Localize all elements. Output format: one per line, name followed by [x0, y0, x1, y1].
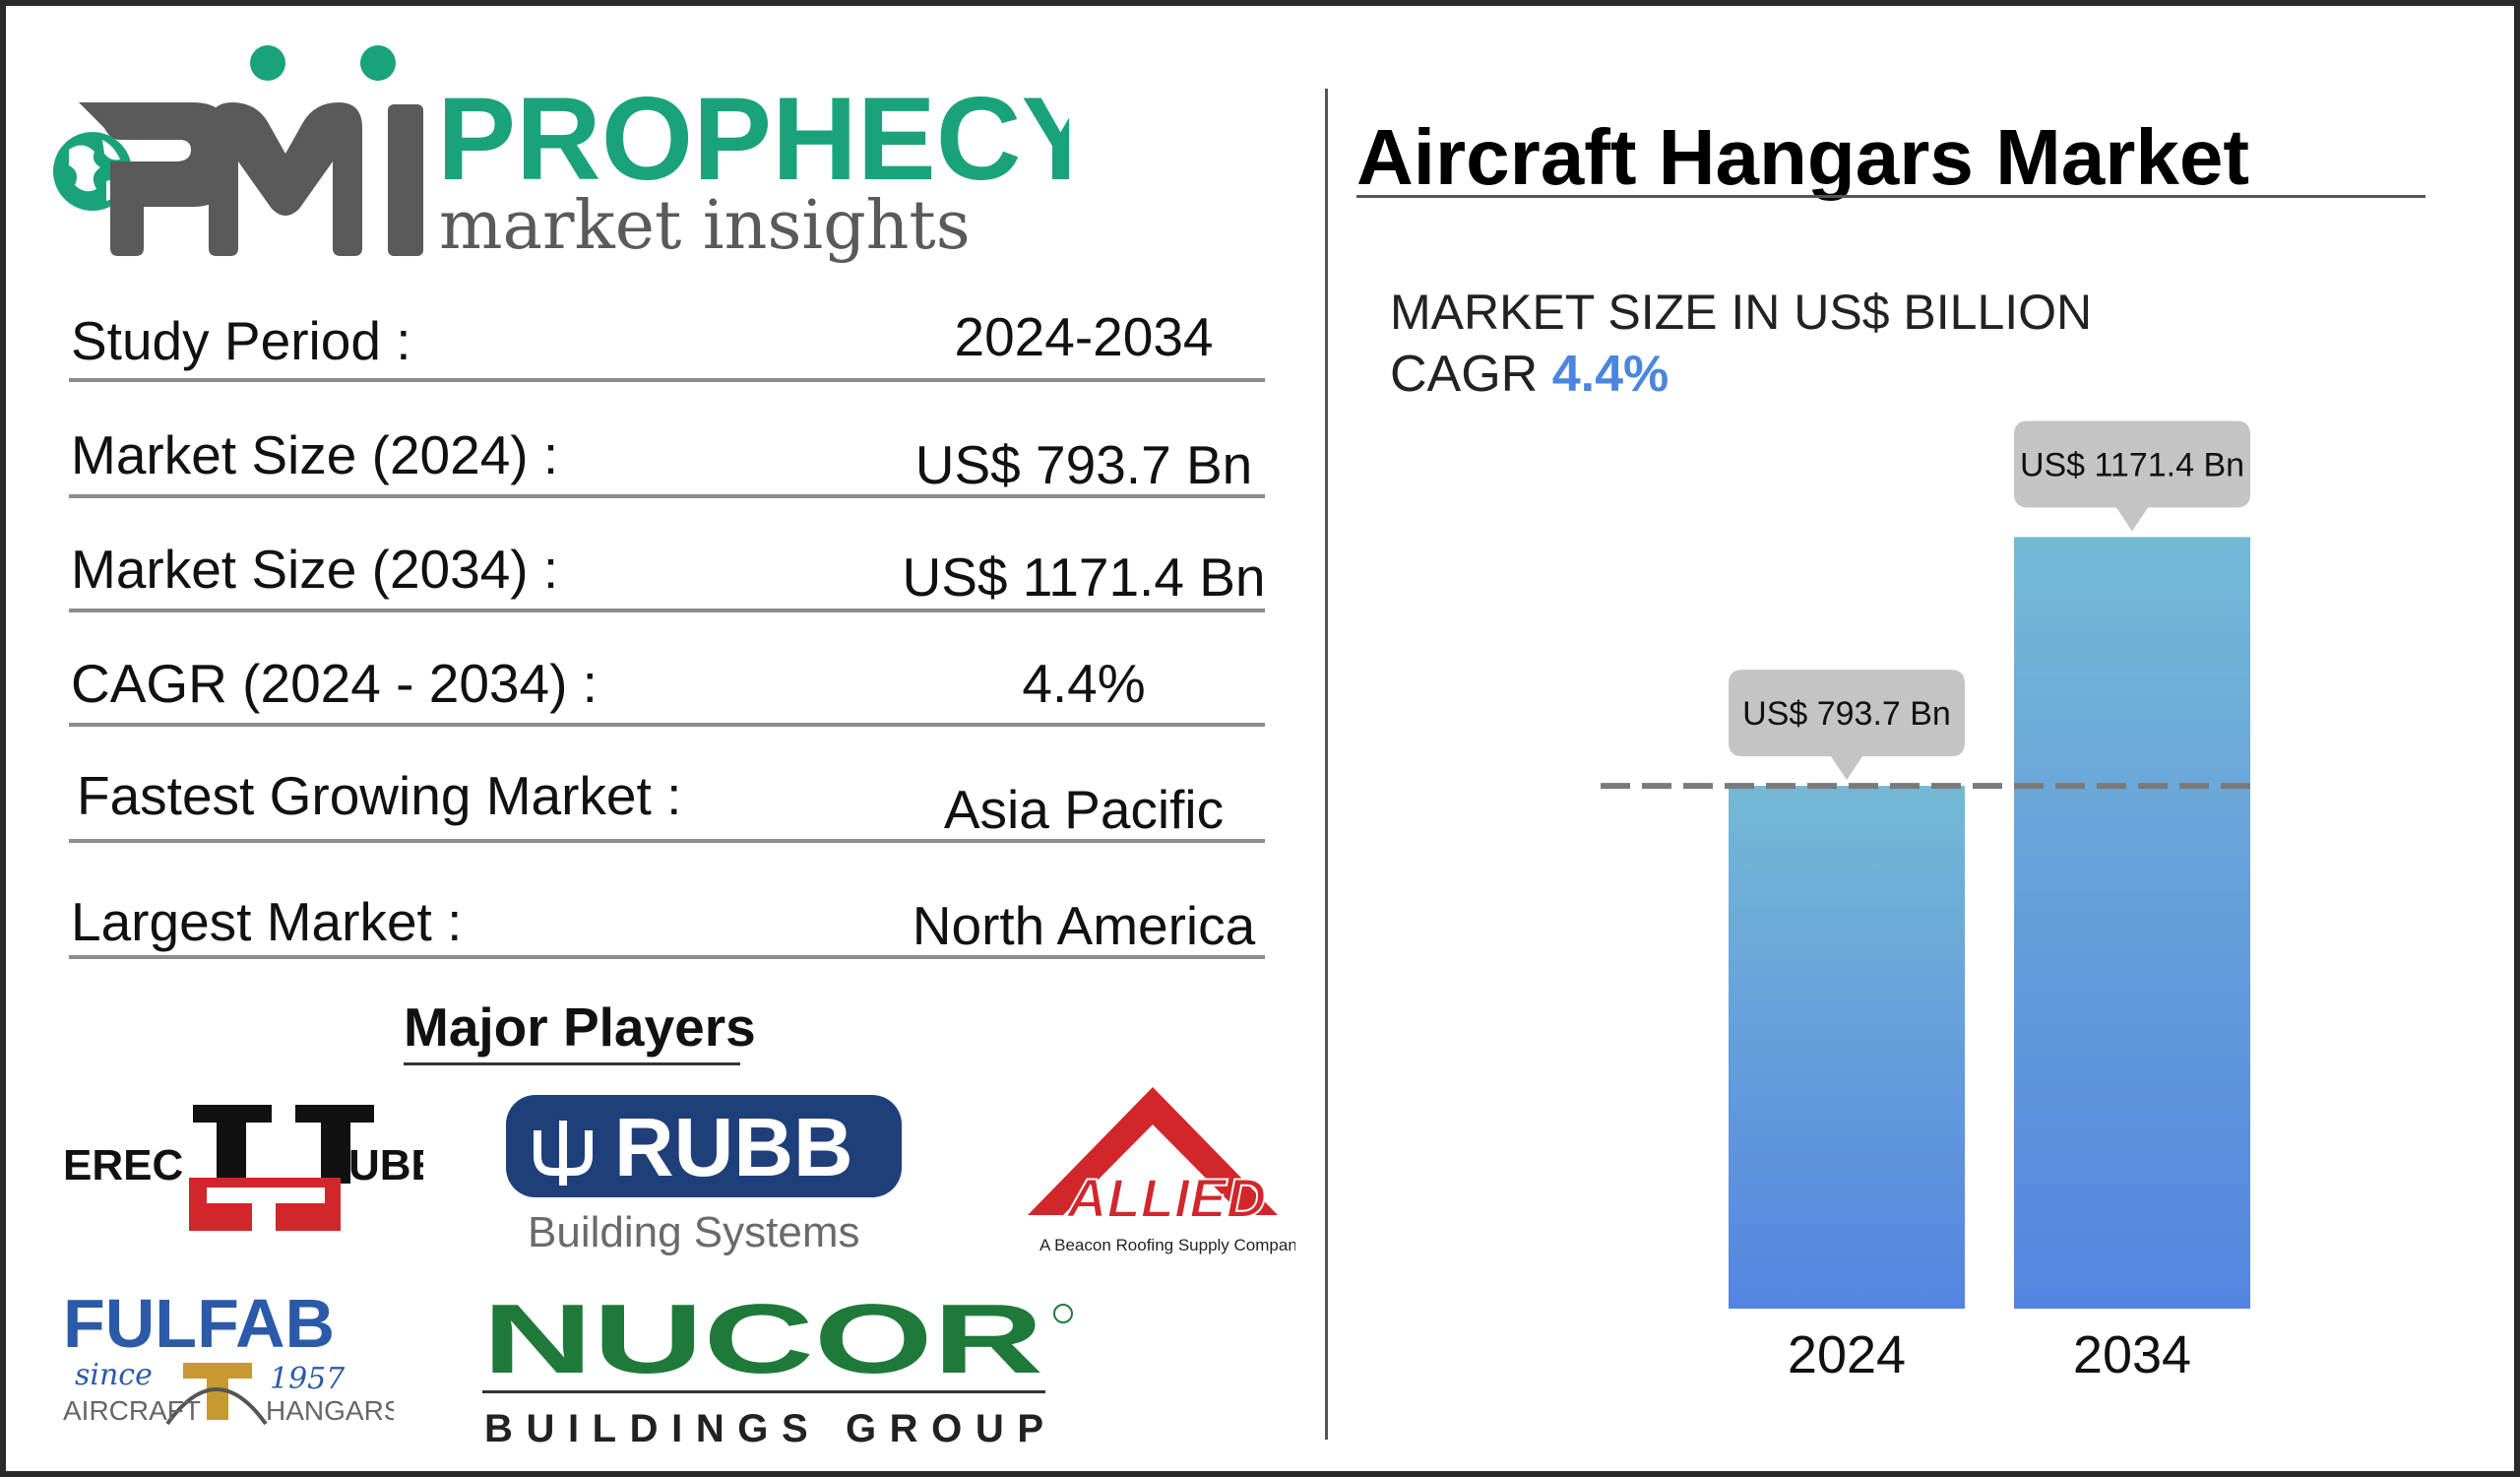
stat-value-study-period: 2024-2034 — [954, 306, 1214, 367]
stat-value-cagr: 4.4% — [1022, 653, 1146, 714]
rubb-logo: RUBB Building Systems — [506, 1095, 902, 1256]
data-label-bubble-2024 — [1729, 670, 1965, 781]
rubb-subtext: Building Systems — [528, 1208, 859, 1256]
fulfab-subtext-right: HANGARS — [266, 1395, 394, 1426]
stat-label-study-period: Study Period : — [71, 310, 411, 371]
chart-subtitle: MARKET SIZE IN US$ BILLION — [1390, 285, 2093, 340]
allied-logo: ALLIED A Beacon Roofing Supply Company — [1028, 1087, 1295, 1254]
erectatube-text-right: UBE — [348, 1141, 423, 1189]
stat-divider — [69, 723, 1265, 727]
vertical-divider — [1325, 89, 1328, 1440]
rubb-text: RUBB — [614, 1101, 853, 1193]
x-tick-label-2034: 2034 — [2073, 1325, 2191, 1384]
nucor-text: NUCOR — [482, 1296, 1043, 1394]
monogram-dot-2 — [360, 45, 396, 81]
chart-title-underline — [1356, 195, 2426, 198]
major-players-underline — [404, 1062, 740, 1065]
chart-cagr-label: CAGR — [1390, 346, 1539, 403]
stat-divider — [69, 955, 1265, 959]
fulfab-since: since — [75, 1358, 153, 1392]
trident-icon — [534, 1121, 593, 1186]
stat-value-fastest-growing: Asia Pacific — [943, 779, 1225, 840]
nucor-subtext: BUILDINGS GROUP — [484, 1407, 1043, 1450]
chart-cagr-value: 4.4% — [1551, 346, 1670, 403]
hangar-icon — [165, 1363, 268, 1426]
stat-label-largest-market: Largest Market : — [71, 891, 463, 952]
stat-value-market-size-2024: US$ 793.7 Bn — [914, 434, 1253, 495]
erectatube-logo: EREC UBE — [63, 1105, 423, 1231]
fulfab-year: 1957 — [270, 1362, 346, 1396]
fulfab-text: FULFAB — [63, 1286, 335, 1362]
stat-divider — [69, 839, 1265, 843]
infographic-card: PROPHECY market insights Study Period : … — [6, 6, 2514, 1471]
stat-label-fastest-growing: Fastest Growing Market : — [77, 765, 682, 826]
bar-chart: US$ 793.7 Bn 2024 US$ 1171.4 Bn 2034 — [1601, 420, 2255, 1384]
allied-text: ALLIED — [1065, 1167, 1266, 1229]
stat-label-market-size-2024: Market Size (2024) : — [71, 424, 559, 485]
data-label-2024: US$ 793.7 Bn — [1742, 695, 1951, 733]
bar-2034 — [2014, 537, 2250, 1309]
fulfab-logo: FULFAB since 1957 AIRCRAFT HANGARS — [63, 1286, 394, 1426]
pmi-monogram — [79, 102, 423, 256]
chart-title: Aircraft Hangars Market — [1356, 113, 2249, 201]
x-tick-label-2024: 2024 — [1788, 1325, 1906, 1384]
stat-label-cagr: CAGR (2024 - 2034) : — [71, 653, 598, 714]
nucor-logo: NUCOR BUILDINGS GROUP — [482, 1296, 1073, 1450]
erectatube-text-left: EREC — [63, 1141, 183, 1189]
stat-divider — [69, 378, 1265, 382]
major-players-title: Major Players — [404, 996, 756, 1058]
allied-subtext: A Beacon Roofing Supply Company — [1040, 1236, 1295, 1254]
fulfab-subtext-left: AIRCRAFT — [63, 1395, 201, 1426]
brand-name-bottom: market insights — [439, 187, 971, 265]
stat-divider — [69, 494, 1265, 498]
stat-label-market-size-2034: Market Size (2034) : — [71, 539, 559, 600]
monogram-dot-1 — [250, 45, 285, 81]
stat-value-market-size-2034: US$ 1171.4 Bn — [902, 546, 1266, 608]
registered-mark-icon — [1053, 1304, 1073, 1323]
prophecy-logo: PROPHECY market insights — [53, 45, 1069, 265]
brand-name-top: PROPHECY — [437, 73, 1069, 205]
data-label-bubble-2034 — [2014, 420, 2250, 532]
bar-2024 — [1729, 786, 1965, 1309]
stat-divider — [69, 609, 1265, 612]
data-label-2034: US$ 1171.4 Bn — [2020, 446, 2244, 483]
chart-cagr: CAGR 4.4% — [1390, 345, 1669, 404]
stat-value-largest-market: North America — [912, 895, 1256, 956]
